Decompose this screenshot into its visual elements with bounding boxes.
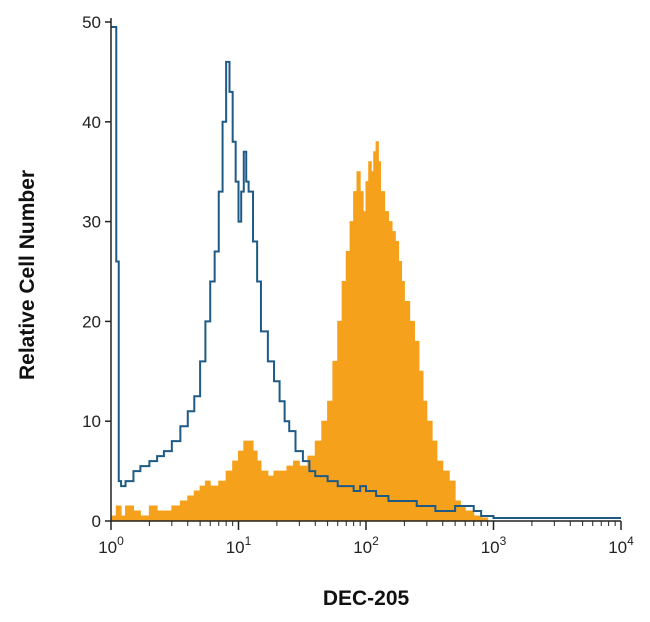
isotype-control-histogram xyxy=(111,25,621,520)
dec205-stained-histogram xyxy=(110,141,494,522)
y-tick-label: 20 xyxy=(82,312,101,331)
series-layer xyxy=(110,25,621,522)
y-tick-label: 30 xyxy=(82,213,101,232)
x-tick-label: 104 xyxy=(608,534,634,557)
x-tick-label: 102 xyxy=(353,534,379,557)
y-tick-label: 40 xyxy=(82,113,101,132)
x-tick-label: 100 xyxy=(98,534,124,557)
x-axis-title: DEC-205 xyxy=(323,587,410,610)
x-tick-label: 103 xyxy=(481,534,507,557)
y-tick-label: 10 xyxy=(82,412,101,431)
x-tick-label: 101 xyxy=(226,534,252,557)
x-axis-ticks: 100 101 102 103 104 xyxy=(98,521,634,557)
y-axis-title: Relative Cell Number xyxy=(16,170,39,380)
y-axis-ticks: 0 10 20 30 40 50 xyxy=(82,13,111,531)
y-tick-label: 0 xyxy=(92,512,101,531)
y-tick-label: 50 xyxy=(82,13,101,32)
